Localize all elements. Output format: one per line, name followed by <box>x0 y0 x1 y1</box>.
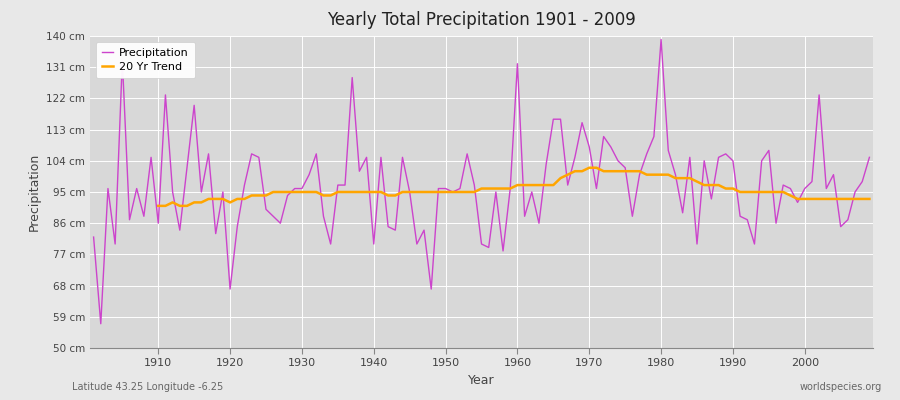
Text: worldspecies.org: worldspecies.org <box>800 382 882 392</box>
20 Yr Trend <box>512 183 523 188</box>
Precipitation <box>656 37 667 42</box>
Y-axis label: Precipitation: Precipitation <box>28 153 40 231</box>
Line: Precipitation: Precipitation <box>94 40 869 324</box>
Precipitation <box>354 169 364 174</box>
20 Yr Trend <box>303 190 314 194</box>
20 Yr Trend <box>505 186 516 191</box>
20 Yr Trend <box>864 196 875 201</box>
Precipitation <box>864 155 875 160</box>
Precipitation <box>153 221 164 226</box>
Precipitation <box>519 214 530 219</box>
X-axis label: Year: Year <box>468 374 495 387</box>
Precipitation <box>606 144 616 149</box>
Title: Yearly Total Precipitation 1901 - 2009: Yearly Total Precipitation 1901 - 2009 <box>327 11 636 29</box>
Precipitation <box>310 152 321 156</box>
Line: 20 Yr Trend: 20 Yr Trend <box>158 168 869 206</box>
Precipitation <box>95 321 106 326</box>
Precipitation <box>512 61 523 66</box>
Text: Latitude 43.25 Longitude -6.25: Latitude 43.25 Longitude -6.25 <box>72 382 223 392</box>
20 Yr Trend <box>598 169 609 174</box>
Legend: Precipitation, 20 Yr Trend: Precipitation, 20 Yr Trend <box>95 42 195 78</box>
20 Yr Trend <box>346 190 357 194</box>
Precipitation <box>88 235 99 240</box>
